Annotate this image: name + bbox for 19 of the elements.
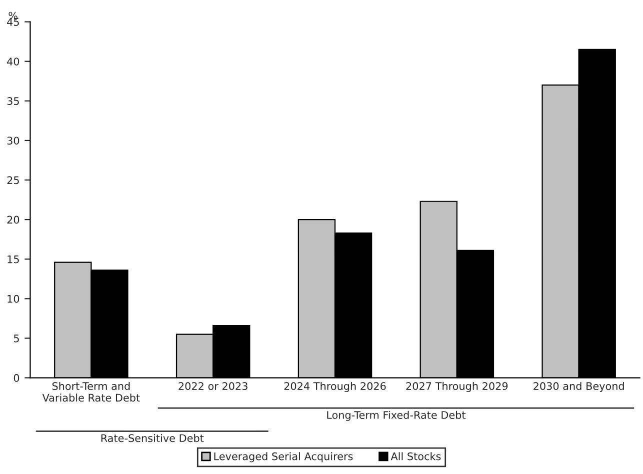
legend-label: Leveraged Serial Acquirers — [214, 452, 353, 462]
x-tick-label: 2030 and Beyond — [534, 382, 624, 392]
y-tick-label: 40 — [7, 58, 20, 66]
y-tick-label: 5 — [14, 334, 19, 342]
y-tick-label: 35 — [7, 97, 19, 106]
legend-label: All Stocks — [390, 452, 441, 460]
x-tick-label: 2027 Through 2029 — [406, 382, 508, 392]
y-tick-label: 25 — [7, 176, 19, 184]
y-tick-label: 15 — [8, 255, 19, 264]
y-tick-label: 10 — [8, 294, 20, 303]
y-tick-label: 45 — [7, 18, 19, 26]
text: Rate-Sensitive Debt — [101, 434, 204, 442]
text: Long-Term Fixed-Rate Debt — [327, 410, 466, 421]
x-tick-label: 2024 Through 2026 — [284, 382, 386, 392]
x-tick-label: Short-Term and Variable Rate Debt — [42, 382, 140, 402]
y-tick-label: 20 — [7, 216, 20, 224]
y-tick-label: 30 — [7, 136, 20, 145]
x-tick-label: 2022 or 2023 — [178, 382, 248, 390]
y-tick-label: 0 — [14, 374, 20, 382]
